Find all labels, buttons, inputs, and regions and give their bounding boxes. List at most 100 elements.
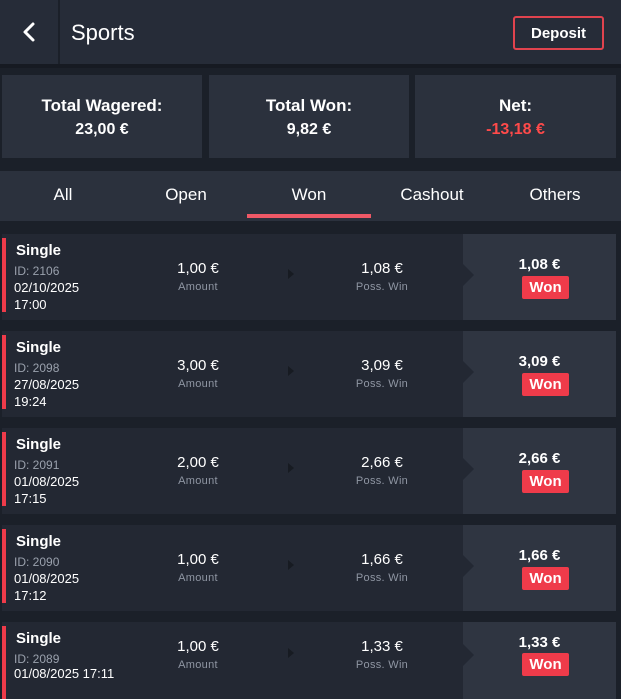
amount-column: 1,00 € Amount	[148, 525, 248, 584]
poss-win-value: 1,08 €	[361, 260, 403, 277]
arrow-icon	[288, 269, 294, 279]
bet-type: Single	[16, 533, 62, 550]
status-badge: Won	[522, 276, 569, 299]
notch-icon	[463, 458, 474, 480]
amount-column: 1,00 € Amount	[148, 622, 248, 671]
arrow-icon	[288, 560, 294, 570]
amount-column: 3,00 € Amount	[148, 331, 248, 390]
tab-others[interactable]: Others	[529, 185, 581, 204]
status-badge: Won	[522, 373, 569, 396]
poss-win-value: 1,33 €	[361, 638, 403, 655]
poss-win-label: Poss. Win	[355, 475, 409, 487]
notch-icon	[463, 264, 474, 286]
poss-win-label: Poss. Win	[355, 659, 409, 671]
total-wagered-card: Total Wagered: 23,00 €	[2, 75, 202, 158]
arrow-icon	[288, 648, 294, 658]
poss-win-column: 1,66 € Poss. Win	[332, 525, 432, 584]
notch-icon	[463, 555, 474, 577]
result-panel: 1,33 € Won	[463, 622, 616, 699]
amount-value: 1,00 €	[177, 551, 219, 568]
result-panel: 3,09 € Won	[463, 331, 616, 417]
amount-value: 2,00 €	[177, 454, 219, 471]
amount-value: 1,00 €	[177, 638, 219, 655]
result-value: 1,08 €	[518, 256, 561, 273]
result-value: 1,66 €	[518, 547, 561, 564]
bet-accent-bar	[2, 529, 6, 603]
amount-label: Amount	[178, 659, 218, 671]
amount-label: Amount	[178, 378, 218, 390]
net-value: -13,18 €	[486, 121, 545, 138]
poss-win-column: 1,33 € Poss. Win	[332, 622, 432, 671]
tab-cashout[interactable]: Cashout	[400, 185, 464, 204]
result-panel: 2,66 € Won	[463, 428, 616, 514]
tab-all[interactable]: All	[53, 185, 73, 204]
amount-column: 1,00 € Amount	[148, 234, 248, 293]
arrow-icon	[288, 366, 294, 376]
bet-datetime: 01/08/2025 17:11	[14, 666, 115, 681]
amount-label: Amount	[178, 281, 218, 293]
bet-row[interactable]: Single ID: 2090 01/08/2025 17:12 1,00 € …	[2, 525, 616, 611]
result-panel: 1,08 € Won	[463, 234, 616, 320]
bet-type: Single	[16, 436, 62, 453]
bet-datetime: 02/10/2025 17:00	[14, 280, 80, 312]
bet-id: ID: 2089	[14, 652, 60, 666]
amount-label: Amount	[178, 475, 218, 487]
bet-id: ID: 2091	[14, 458, 60, 472]
bet-datetime: 01/08/2025 17:15	[14, 474, 80, 506]
bet-accent-bar	[2, 238, 6, 312]
bet-row[interactable]: Single ID: 2098 27/08/2025 19:24 3,00 € …	[2, 331, 616, 417]
back-button[interactable]	[0, 0, 60, 64]
bet-datetime: 27/08/2025 19:24	[14, 377, 80, 409]
bet-type: Single	[16, 630, 62, 647]
status-badge: Won	[522, 567, 569, 590]
chevron-left-icon	[23, 22, 35, 42]
total-won-card: Total Won: 9,82 €	[209, 75, 409, 158]
notch-icon	[463, 361, 474, 383]
status-badge: Won	[522, 470, 569, 493]
result-value: 2,66 €	[518, 450, 561, 467]
bet-row[interactable]: Single ID: 2106 02/10/2025 17:00 1,00 € …	[2, 234, 616, 320]
bet-id: ID: 2098	[14, 361, 60, 375]
amount-value: 3,00 €	[177, 357, 219, 374]
poss-win-label: Poss. Win	[355, 281, 409, 293]
bet-id: ID: 2106	[14, 264, 60, 278]
poss-win-value: 3,09 €	[361, 357, 403, 374]
page-title: Sports	[71, 20, 135, 45]
result-value: 1,33 €	[518, 634, 561, 651]
top-bar: Sports Deposit	[0, 0, 621, 68]
total-wagered-value: 23,00 €	[75, 121, 129, 138]
bet-type: Single	[16, 339, 62, 356]
bet-datetime: 01/08/2025 17:12	[14, 571, 80, 603]
status-badge: Won	[522, 653, 569, 676]
filter-tabs: All Open Won Cashout Others	[0, 171, 621, 221]
poss-win-column: 3,09 € Poss. Win	[332, 331, 432, 390]
tab-open[interactable]: Open	[165, 185, 207, 204]
total-won-value: 9,82 €	[286, 121, 332, 138]
net-label: Net:	[498, 96, 533, 115]
total-wagered-label: Total Wagered:	[41, 96, 163, 115]
poss-win-value: 1,66 €	[361, 551, 403, 568]
result-panel: 1,66 € Won	[463, 525, 616, 611]
poss-win-label: Poss. Win	[355, 378, 409, 390]
result-value: 3,09 €	[518, 353, 561, 370]
net-card: Net: -13,18 €	[415, 75, 616, 158]
tab-won[interactable]: Won	[247, 171, 371, 221]
poss-win-column: 1,08 € Poss. Win	[332, 234, 432, 293]
poss-win-column: 2,66 € Poss. Win	[332, 428, 432, 487]
bet-accent-bar	[2, 432, 6, 506]
bet-row[interactable]: Single ID: 2089 01/08/2025 17:11 1,00 € …	[2, 622, 616, 699]
poss-win-label: Poss. Win	[355, 572, 409, 584]
arrow-icon	[288, 463, 294, 473]
bet-accent-bar	[2, 335, 6, 409]
poss-win-value: 2,66 €	[361, 454, 403, 471]
bet-id: ID: 2090	[14, 555, 60, 569]
bet-accent-bar	[2, 626, 6, 699]
total-won-label: Total Won:	[265, 96, 353, 115]
amount-column: 2,00 € Amount	[148, 428, 248, 487]
notch-icon	[463, 644, 474, 666]
deposit-button[interactable]: Deposit	[513, 16, 604, 50]
bet-row[interactable]: Single ID: 2091 01/08/2025 17:15 2,00 € …	[2, 428, 616, 514]
amount-label: Amount	[178, 572, 218, 584]
bet-type: Single	[16, 242, 62, 259]
amount-value: 1,00 €	[177, 260, 219, 277]
